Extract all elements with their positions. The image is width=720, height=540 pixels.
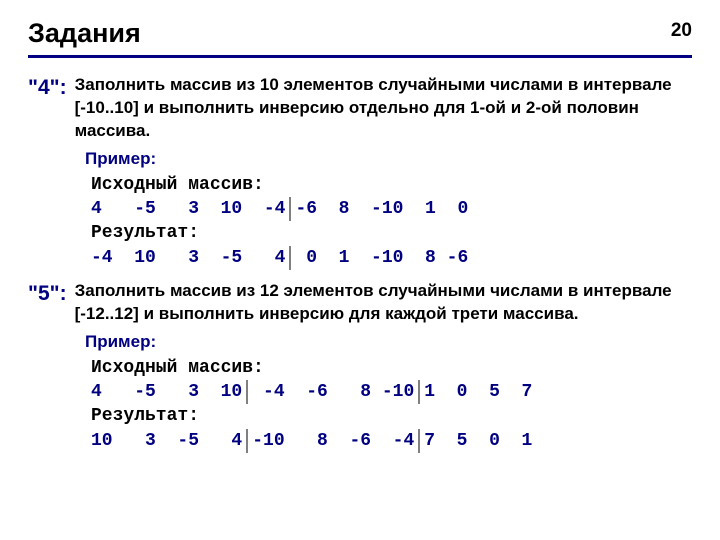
task-label: "5":	[28, 280, 67, 326]
source-array: 4 -5 3 10 -4 -6 8 -10 1 0	[91, 197, 692, 221]
source-label: Исходный массив:	[91, 356, 692, 380]
title-rule	[28, 55, 692, 58]
header: Задания 20	[28, 18, 692, 49]
array-group: -10 8 -6 -4	[252, 429, 414, 453]
array-group: -4 10 3 -5 4	[91, 246, 285, 270]
page-title: Задания	[28, 18, 141, 49]
array-group: 7 5 0 1	[424, 429, 532, 453]
task-head: "5": Заполнить массив из 12 элементов сл…	[28, 280, 692, 326]
example-block: Исходный массив: 4 -5 3 10 -4 -6 8 -10 1…	[91, 356, 692, 453]
vertical-separator	[418, 429, 420, 453]
array-group: 4 -5 3 10 -4	[91, 197, 285, 221]
vertical-separator	[418, 380, 420, 404]
task-text: Заполнить массив из 10 элементов случайн…	[75, 74, 692, 143]
array-group: -4 -6 8 -10	[252, 380, 414, 404]
result-array: 10 3 -5 4 -10 8 -6 -4 7 5 0 1	[91, 429, 692, 453]
array-group: -6 8 -10 1 0	[295, 197, 468, 221]
array-group: 4 -5 3 10	[91, 380, 242, 404]
task-4: "4": Заполнить массив из 10 элементов сл…	[28, 74, 692, 270]
task-label: "4":	[28, 74, 67, 143]
array-group: 0 1 -10 8 -6	[295, 246, 468, 270]
task-text: Заполнить массив из 12 элементов случайн…	[75, 280, 692, 326]
vertical-separator	[289, 197, 291, 221]
page-number: 20	[671, 20, 692, 42]
source-label: Исходный массив:	[91, 173, 692, 197]
example-label: Пример:	[85, 149, 692, 169]
example-block: Исходный массив: 4 -5 3 10 -4 -6 8 -10 1…	[91, 173, 692, 270]
vertical-separator	[246, 429, 248, 453]
array-group: 1 0 5 7	[424, 380, 532, 404]
source-array: 4 -5 3 10 -4 -6 8 -10 1 0 5 7	[91, 380, 692, 404]
array-group: 10 3 -5 4	[91, 429, 242, 453]
result-label: Результат:	[91, 404, 692, 428]
task-5: "5": Заполнить массив из 12 элементов сл…	[28, 280, 692, 453]
vertical-separator	[289, 246, 291, 270]
result-label: Результат:	[91, 221, 692, 245]
task-head: "4": Заполнить массив из 10 элементов сл…	[28, 74, 692, 143]
vertical-separator	[246, 380, 248, 404]
result-array: -4 10 3 -5 4 0 1 -10 8 -6	[91, 246, 692, 270]
example-label: Пример:	[85, 332, 692, 352]
